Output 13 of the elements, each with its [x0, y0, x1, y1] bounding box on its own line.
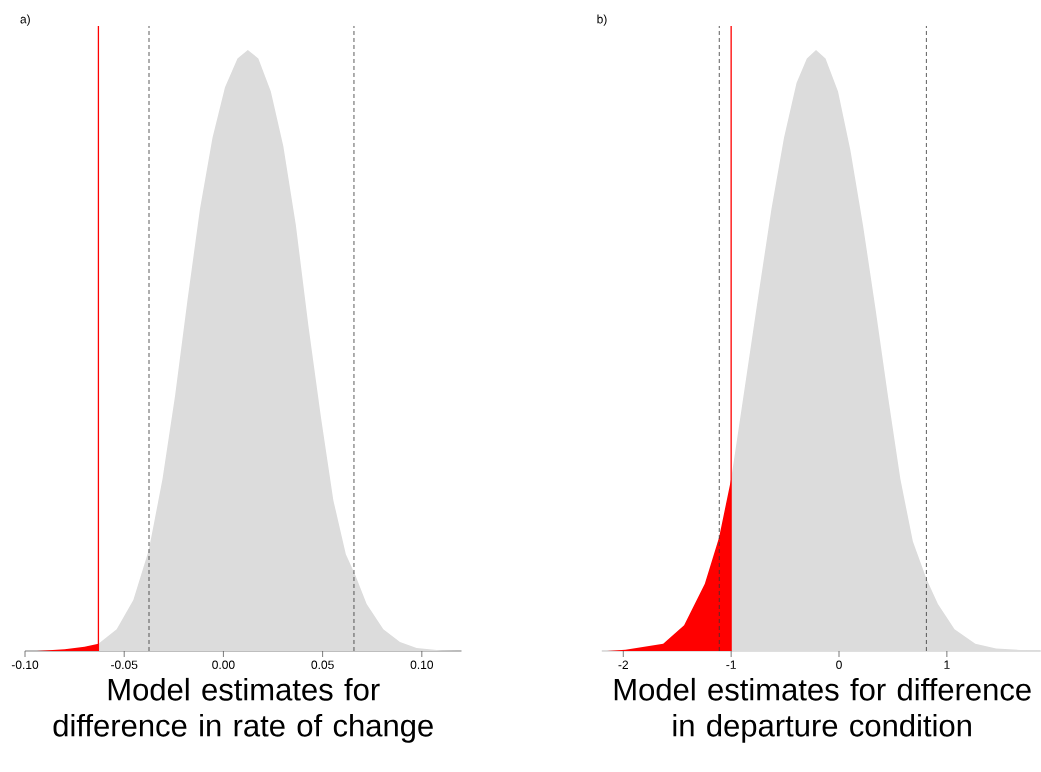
- chart-title: b): [597, 14, 607, 26]
- x-tick-label: -0.05: [111, 660, 138, 670]
- x-tick-label: 0.00: [212, 660, 235, 670]
- x-tick-label: 0.05: [311, 660, 334, 670]
- x-axis-title: Model estimates for difference in departure condition: [614, 677, 1031, 743]
- x-tick-label: 0: [836, 660, 842, 670]
- x-tick-label: -1: [726, 660, 736, 669]
- x-tick-label: 0.10: [410, 660, 434, 670]
- x-axis-title: Model estimates for difference in rate of change: [53, 677, 433, 743]
- x-tick-label: -0.10: [11, 660, 39, 670]
- chart-title: a): [20, 14, 30, 26]
- x-tick-label: 1: [944, 660, 950, 669]
- x-tick-label: -2: [618, 660, 629, 669]
